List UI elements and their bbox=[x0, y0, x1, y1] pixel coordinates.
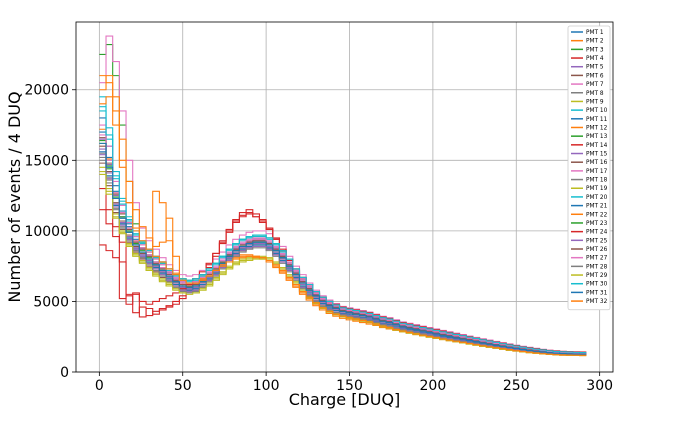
legend-label: PMT 31 bbox=[586, 290, 608, 296]
legend-label: PMT 1 bbox=[586, 30, 604, 36]
legend-label: PMT 25 bbox=[586, 238, 608, 244]
legend-label: PMT 11 bbox=[586, 117, 608, 123]
legend-label: PMT 14 bbox=[586, 143, 608, 149]
legend-label: PMT 20 bbox=[586, 195, 608, 201]
legend-label: PMT 5 bbox=[586, 65, 604, 71]
y-tick-label: 5000 bbox=[33, 294, 69, 310]
legend-label: PMT 15 bbox=[586, 152, 608, 158]
legend-label: PMT 29 bbox=[586, 273, 608, 279]
legend-label: PMT 8 bbox=[586, 91, 604, 97]
legend-label: PMT 30 bbox=[586, 282, 608, 288]
legend-label: PMT 32 bbox=[586, 299, 608, 305]
legend-label: PMT 9 bbox=[586, 99, 604, 105]
legend-label: PMT 18 bbox=[586, 178, 608, 184]
legend-label: PMT 24 bbox=[586, 230, 608, 236]
plot-frame bbox=[75, 21, 614, 373]
series-line-pmt-31 bbox=[99, 142, 587, 355]
y-tick-label: 0 bbox=[60, 365, 69, 381]
legend: PMT 1 PMT 2 PMT 3 PMT 4 PMT 5 PMT 6 PMT 7 PMT 8… bbox=[567, 25, 611, 311]
legend-label: PMT 22 bbox=[586, 212, 608, 218]
legend-label: PMT 28 bbox=[586, 264, 608, 270]
legend-box bbox=[567, 25, 611, 311]
series-lines bbox=[99, 35, 587, 357]
y-axis-label: Number of events / 4 DUQ bbox=[5, 91, 24, 302]
x-tick-label: 0 bbox=[95, 378, 104, 394]
x-tick-label: 200 bbox=[420, 378, 447, 394]
legend-label: PMT 10 bbox=[586, 108, 608, 114]
legend-label: PMT 6 bbox=[586, 73, 604, 79]
x-tick-label: 50 bbox=[174, 378, 192, 394]
legend-label: PMT 27 bbox=[586, 256, 608, 262]
legend-label: PMT 23 bbox=[586, 221, 608, 227]
legend-label: PMT 17 bbox=[586, 169, 608, 175]
legend-label: PMT 2 bbox=[586, 39, 604, 45]
legend-label: PMT 3 bbox=[586, 47, 604, 53]
legend-label: PMT 4 bbox=[586, 56, 604, 62]
x-tick-label: 100 bbox=[253, 378, 280, 394]
legend-label: PMT 21 bbox=[586, 204, 608, 210]
x-tick-label: 150 bbox=[336, 378, 363, 394]
legend-label: PMT 12 bbox=[586, 125, 608, 131]
legend-label: PMT 7 bbox=[586, 82, 604, 88]
axis-ticks: 0 50 100 150 200 250 300 0 5000 10000 15000 20000 bbox=[24, 83, 613, 394]
x-tick-label: 300 bbox=[586, 378, 613, 394]
legend-label: PMT 13 bbox=[586, 134, 608, 140]
legend-label: PMT 26 bbox=[586, 247, 608, 253]
y-tick-label: 10000 bbox=[24, 224, 69, 240]
series-line-pmt-32 bbox=[99, 96, 587, 356]
y-tick-label: 15000 bbox=[24, 153, 69, 169]
legend-label: PMT 19 bbox=[586, 186, 608, 192]
x-axis-label: Charge [DUQ] bbox=[289, 390, 401, 409]
legend-label: PMT 16 bbox=[586, 160, 608, 166]
y-tick-label: 20000 bbox=[24, 83, 69, 99]
x-tick-label: 250 bbox=[503, 378, 530, 394]
